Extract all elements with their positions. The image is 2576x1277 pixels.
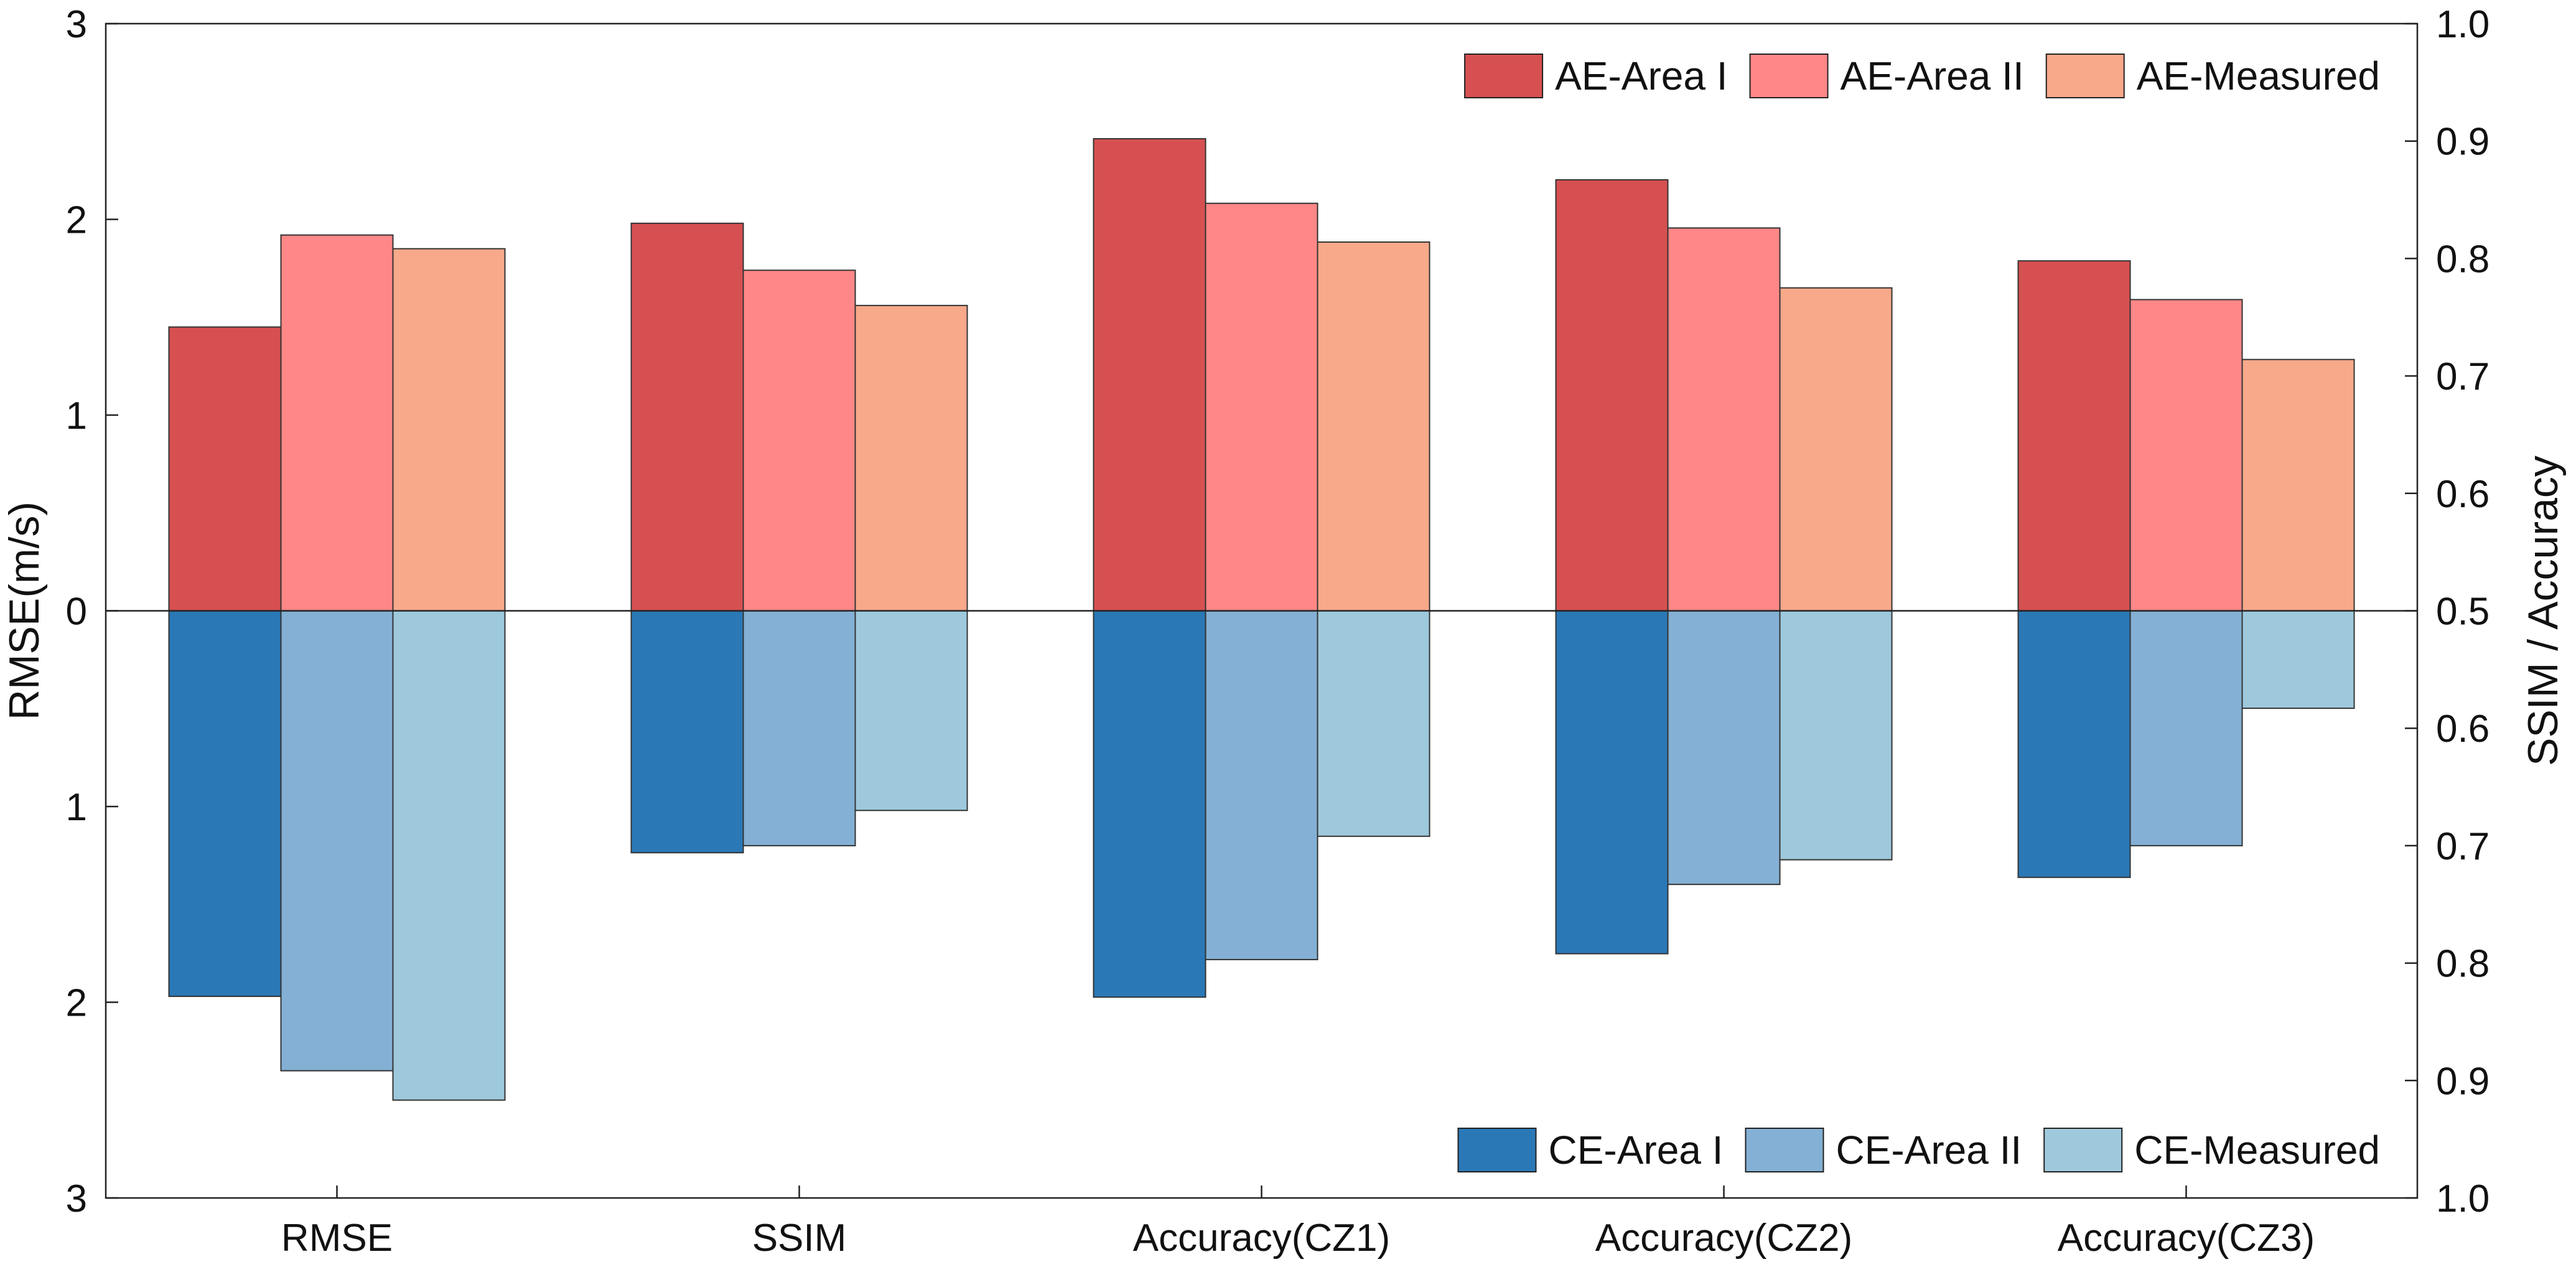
bar-ce-measured-2 — [1317, 610, 1430, 837]
legend-swatch-ae-area-ii — [1749, 54, 1829, 98]
bar-ae-area-i-0 — [168, 326, 282, 612]
right-tick-label: 0.8 — [2436, 943, 2490, 986]
right-tick-label: 1.0 — [2436, 1177, 2490, 1220]
legend-swatch-ce-area-i — [1457, 1128, 1537, 1172]
bar-ae-area-i-1 — [630, 222, 744, 612]
left-tick-label: 1 — [66, 786, 87, 829]
left-tick-label: 2 — [66, 982, 87, 1025]
left-tick-label: 3 — [66, 3, 87, 46]
right-tick-label: 0.9 — [2436, 121, 2490, 164]
bar-ae-measured-4 — [2241, 358, 2355, 612]
right-tick-label: 1.0 — [2436, 3, 2490, 46]
bar-ae-area-ii-4 — [2129, 299, 2243, 612]
bar-ae-area-ii-1 — [742, 269, 856, 612]
axes-layer — [105, 22, 2419, 1199]
right-tick-label: 0.5 — [2436, 591, 2490, 634]
labels-layer: 3 2 1 0 1 2 3 1.0 0.9 0.8 0.7 0.6 0.5 0.6 0.7 0.8 0.9 1.0… — [1, 3, 2567, 1260]
right-tick-label: 0.6 — [2436, 473, 2490, 516]
bar-ce-area-ii-3 — [1667, 610, 1781, 886]
bar-ae-area-ii-0 — [280, 234, 394, 612]
category-label: RMSE — [281, 1217, 393, 1260]
bar-ce-area-i-4 — [2017, 610, 2131, 878]
legend-ce: CE-Area I CE-Area II CE-Measured — [1457, 1128, 2380, 1172]
bar-ae-measured-1 — [854, 304, 968, 612]
bar-ae-measured-3 — [1779, 287, 1893, 612]
bar-ce-measured-4 — [2241, 610, 2355, 709]
bar-ae-measured-2 — [1317, 241, 1430, 612]
bar-ce-area-i-3 — [1555, 610, 1669, 955]
right-tick-label: 0.9 — [2436, 1060, 2490, 1103]
bar-ce-area-i-0 — [168, 610, 282, 998]
legend-swatch-ae-measured — [2045, 54, 2125, 98]
bar-ce-area-ii-1 — [742, 610, 856, 846]
right-tick-label: 0.7 — [2436, 355, 2490, 398]
bar-ce-area-ii-2 — [1205, 610, 1318, 960]
bar-ce-area-i-1 — [630, 610, 744, 854]
category-label: Accuracy(CZ2) — [1595, 1217, 1852, 1260]
bar-ae-area-i-3 — [1555, 179, 1669, 612]
left-axis-title: RMSE(m/s) — [1, 502, 48, 720]
category-label: SSIM — [752, 1217, 847, 1260]
legend-swatch-ce-measured — [2043, 1128, 2123, 1172]
bar-ce-area-ii-0 — [280, 610, 394, 1072]
right-tick-label: 0.7 — [2436, 825, 2490, 868]
right-tick-label: 0.6 — [2436, 708, 2490, 751]
right-axis-title: SSIM / Accuracy — [2519, 456, 2567, 766]
bar-ae-area-ii-3 — [1667, 227, 1781, 612]
legend-ae: AE-Area I AE-Area II AE-Measured — [1464, 54, 2380, 98]
left-tick-label: 3 — [66, 1177, 87, 1220]
bar-ce-measured-1 — [854, 610, 968, 812]
left-tick-label: 0 — [66, 591, 87, 634]
legend-label-ce-measured: CE-Measured — [2134, 1128, 2380, 1172]
legend-label-ae-measured: AE-Measured — [2137, 54, 2380, 98]
category-label: Accuracy(CZ1) — [1133, 1217, 1390, 1260]
bars-layer — [168, 138, 2355, 1101]
bar-ae-measured-0 — [392, 248, 506, 612]
right-tick-label: 0.8 — [2436, 238, 2490, 281]
legend-label-ce-area-i: CE-Area I — [1548, 1128, 1723, 1172]
bar-ae-area-i-2 — [1093, 138, 1206, 612]
legend-label-ae-area-i: AE-Area I — [1555, 54, 1727, 98]
legend-label-ae-area-ii: AE-Area II — [1841, 54, 2024, 98]
bar-ae-area-i-4 — [2017, 260, 2131, 612]
left-tick-label: 1 — [66, 395, 87, 437]
bar-ce-area-ii-4 — [2129, 610, 2243, 846]
left-tick-label: 2 — [66, 199, 87, 242]
bar-ce-area-i-2 — [1093, 610, 1206, 998]
bar-ce-measured-3 — [1779, 610, 1893, 861]
legend-label-ce-area-ii: CE-Area II — [1836, 1128, 2022, 1172]
category-label: Accuracy(CZ3) — [2058, 1217, 2315, 1260]
legend-swatch-ae-area-i — [1464, 54, 1544, 98]
legend-swatch-ce-area-ii — [1745, 1128, 1824, 1172]
bar-ae-area-ii-2 — [1205, 202, 1318, 612]
bar-ce-measured-0 — [392, 610, 506, 1101]
